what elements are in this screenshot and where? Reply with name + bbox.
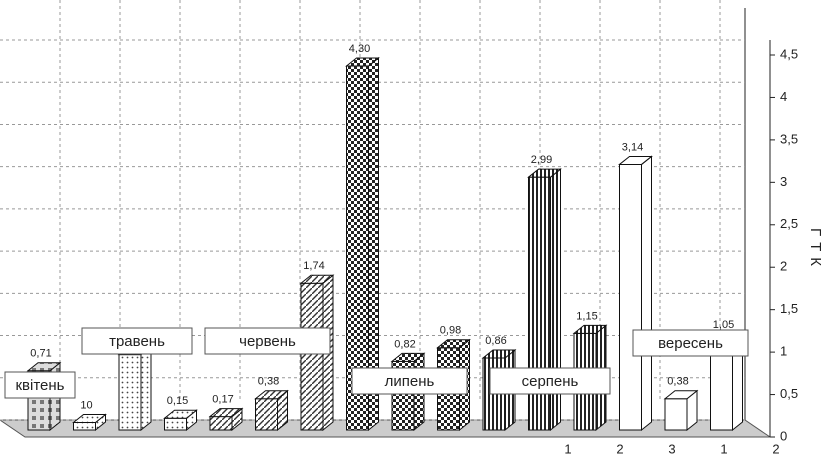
y-tick-label: 0,5 — [780, 386, 798, 401]
legend-box — [4, 371, 76, 399]
bar-top — [254, 390, 289, 400]
value-label: 1,74 — [303, 260, 324, 272]
bar-top — [436, 339, 471, 349]
y-tick-label: 3,5 — [780, 131, 798, 146]
bar-front — [73, 422, 96, 431]
bar-front — [164, 417, 187, 431]
y-tick-label: 3 — [780, 174, 787, 189]
bar-top — [618, 155, 653, 165]
bar-top — [663, 390, 699, 400]
x-tick-label: 2 — [616, 441, 623, 456]
legend-label: травень — [109, 333, 165, 350]
bar-top — [390, 352, 426, 362]
bar — [618, 155, 653, 432]
value-label: 0,86 — [485, 335, 506, 347]
bar — [345, 56, 380, 432]
bar-top — [299, 274, 335, 284]
y-tick-label: 2,5 — [780, 216, 798, 231]
bar-top — [72, 414, 107, 424]
bar — [254, 389, 289, 432]
y-tick-label: 1,5 — [780, 301, 798, 316]
bar-top — [345, 57, 380, 67]
value-label: 2,99 — [531, 154, 552, 166]
y-axis-label: ГТК — [807, 228, 824, 272]
bar-top — [26, 362, 62, 372]
bar — [117, 345, 153, 432]
value-label: 1,15 — [576, 310, 597, 322]
value-label: 0,38 — [258, 376, 279, 388]
legend-box — [489, 367, 611, 395]
legend-box — [204, 327, 331, 355]
bar-front — [255, 398, 278, 431]
legend-label: серпень — [522, 373, 579, 390]
value-label: 0,82 — [394, 338, 415, 350]
legend-label: червень — [239, 333, 296, 350]
y-tick-label: 4,5 — [780, 46, 798, 61]
y-tick-label: 2 — [780, 259, 787, 274]
value-label: 3,14 — [622, 141, 643, 153]
value-label: 0,98 — [440, 325, 461, 337]
bar — [299, 274, 335, 432]
bar-front — [300, 282, 324, 431]
value-label: 0,38 — [667, 376, 688, 388]
floor — [0, 419, 772, 438]
bar — [72, 413, 107, 432]
x-tick-label: 1 — [720, 441, 727, 456]
bar-top — [163, 409, 198, 419]
legend-box — [351, 367, 468, 395]
bar-front — [664, 398, 688, 431]
legend-label: липень — [385, 373, 435, 390]
x-tick-label: 1 — [564, 441, 571, 456]
legend-label: вересень — [658, 335, 723, 352]
bar-side — [641, 155, 652, 432]
y-tick-label: 1 — [780, 344, 787, 359]
legend-box — [81, 327, 193, 355]
bar-front — [118, 354, 142, 431]
x-tick-label: 3 — [668, 441, 675, 456]
bar — [208, 407, 244, 432]
bar-top — [572, 324, 608, 334]
legend-label: квітень — [15, 377, 64, 394]
value-label: 10 — [80, 399, 92, 411]
bar — [527, 168, 562, 432]
y-tick-label: 0 — [780, 428, 787, 443]
value-label: 0,15 — [167, 395, 188, 407]
value-label: 0,71 — [30, 348, 51, 360]
bar-top — [208, 408, 244, 418]
value-label: 4,30 — [349, 43, 370, 55]
bar-top — [527, 168, 562, 178]
bar-front — [209, 416, 233, 431]
y-tick-label: 4 — [780, 89, 787, 104]
value-label: 1,05 — [713, 319, 734, 331]
value-label: 0,17 — [212, 393, 233, 405]
legend-box — [632, 329, 749, 357]
bar — [163, 409, 198, 432]
bar-front — [619, 163, 642, 431]
x-tick-label: 2 — [772, 441, 779, 456]
bar-side — [140, 345, 152, 432]
bar-top — [481, 349, 517, 359]
bar — [663, 389, 699, 432]
